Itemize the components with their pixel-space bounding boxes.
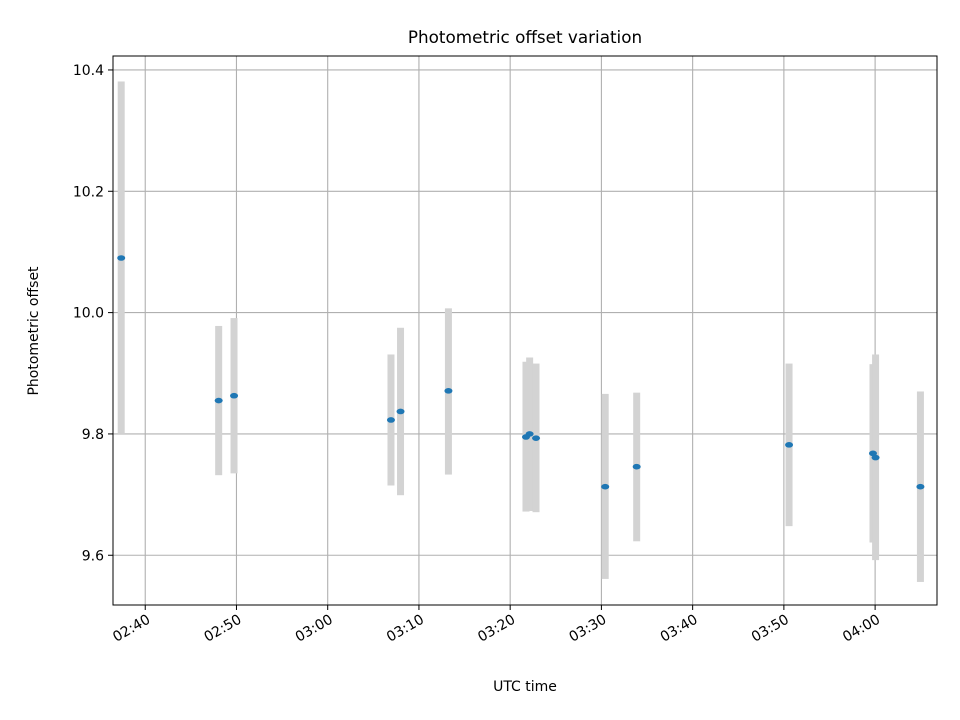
data-point (396, 408, 405, 415)
y-tick-label: 9.6 (82, 548, 104, 564)
data-point (532, 435, 541, 441)
data-point (525, 431, 534, 437)
data-point (632, 463, 641, 470)
data-point (871, 454, 880, 461)
data-point (214, 397, 223, 404)
data-point (785, 442, 794, 448)
data-points (117, 255, 925, 490)
y-tick-label: 10.0 (73, 306, 104, 322)
x-axis-label: UTC time (493, 679, 557, 695)
plot-area-frame (112, 55, 938, 606)
data-point (601, 483, 610, 490)
chart-title: Photometric offset variation (408, 27, 642, 47)
y-tick-label: 10.2 (73, 184, 104, 200)
y-tick-label: 9.8 (82, 427, 104, 443)
data-point (444, 388, 453, 394)
data-point (117, 255, 126, 261)
data-point (916, 483, 925, 490)
y-axis-label: Photometric offset (26, 266, 42, 396)
y-tick-label: 10.4 (73, 63, 104, 79)
data-point (386, 417, 395, 423)
data-point (868, 450, 877, 457)
data-point (230, 392, 239, 399)
